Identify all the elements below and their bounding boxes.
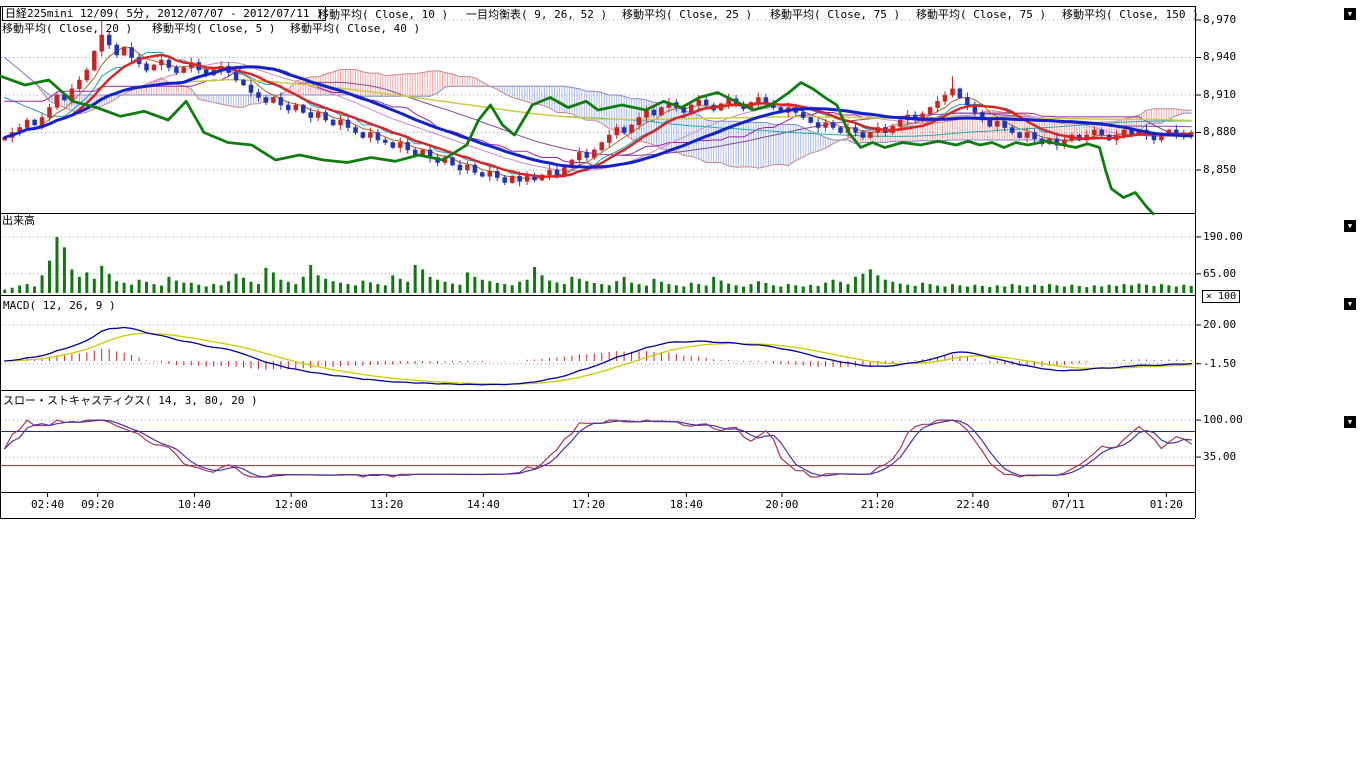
panel-scroll-button[interactable]: ▼	[1344, 8, 1356, 20]
chart-title: 日経225mini 12/09( 5分, 2012/07/07 - 2012/0…	[2, 6, 326, 21]
stochastics-panel-title: スロー・ストキャスティクス( 14, 3, 80, 20 )	[3, 394, 258, 407]
x-axis-label: 12:00	[274, 498, 308, 511]
x-axis-label: 01:20	[1149, 498, 1183, 511]
price-axis-label: 8,940	[1203, 50, 1237, 63]
x-axis-label: 21:20	[860, 498, 894, 511]
indicator-label-ichimoku: 一目均衡表( 9, 26, 52 )	[466, 8, 608, 21]
panel-scroll-button[interactable]: ▼	[1344, 298, 1356, 310]
x-axis-label: 22:40	[956, 498, 990, 511]
indicator-label-ma25: 移動平均( Close, 25 )	[622, 8, 753, 21]
x-axis-label: 17:20	[571, 498, 605, 511]
indicator-label-ma10: 移動平均( Close, 10 )	[318, 8, 449, 21]
indicator-label-ma20: 移動平均( Close, 20 )	[2, 22, 133, 35]
x-axis-label: 14:40	[466, 498, 500, 511]
stochastics-axis-label: 100.00	[1203, 413, 1243, 426]
macd-axis-label: 20.00	[1203, 318, 1237, 331]
x-axis-label: 10:40	[177, 498, 211, 511]
price-axis-label: 8,850	[1203, 163, 1237, 176]
panel-scroll-button[interactable]: ▼	[1344, 416, 1356, 428]
volume-panel-title: 出来高	[2, 214, 35, 227]
x-axis-label: 18:40	[669, 498, 703, 511]
price-axis-label: 8,880	[1203, 125, 1237, 138]
indicator-label-ma150: 移動平均( Close, 150 )	[1062, 8, 1199, 21]
macd-axis-label: -1.50	[1203, 357, 1237, 370]
price-axis-label: 8,970	[1203, 13, 1237, 26]
panel-scroll-button[interactable]: ▼	[1344, 220, 1356, 232]
volume-axis-label: 65.00	[1203, 267, 1237, 280]
volume-unit-badge: × 100	[1202, 290, 1241, 303]
indicator-label-ma5: 移動平均( Close, 5 )	[152, 22, 276, 35]
x-axis-label: 20:00	[765, 498, 799, 511]
macd-panel-title: MACD( 12, 26, 9 )	[3, 299, 116, 312]
x-axis-label: 13:20	[370, 498, 404, 511]
x-axis-label: 07/11	[1051, 498, 1085, 511]
indicator-label-ma75b: 移動平均( Close, 75 )	[916, 8, 1047, 21]
volume-axis-label: 190.00	[1203, 230, 1243, 243]
chart-canvas[interactable]	[0, 0, 1366, 540]
stochastics-axis-label: 35.00	[1203, 450, 1237, 463]
x-axis-label: 09:20	[81, 498, 115, 511]
indicator-label-ma40: 移動平均( Close, 40 )	[290, 22, 421, 35]
price-axis-label: 8,910	[1203, 88, 1237, 101]
x-axis-label: 02:40	[31, 498, 65, 511]
indicator-label-ma75a: 移動平均( Close, 75 )	[770, 8, 901, 21]
